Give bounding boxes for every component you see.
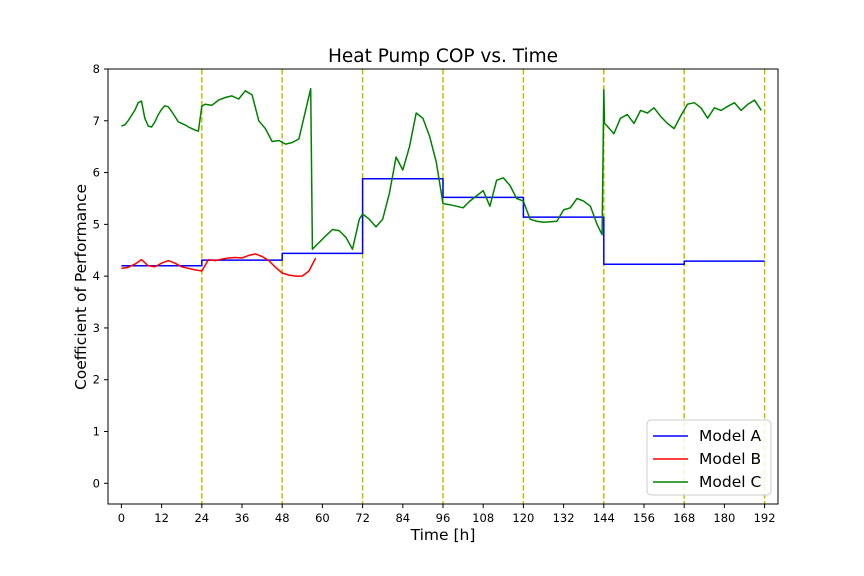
y-tick-label: 6 (93, 166, 100, 180)
legend-label-model-a: Model A (699, 427, 761, 445)
series-line-model-c (121, 87, 762, 250)
y-tick-label: 1 (93, 425, 100, 439)
x-tick-label: 12 (154, 511, 169, 525)
x-tick-label: 60 (315, 511, 330, 525)
x-axis-label: Time [h] (410, 526, 476, 544)
y-tick-label: 8 (93, 62, 100, 76)
x-tick-label: 108 (472, 511, 494, 525)
y-tick-label: 4 (93, 269, 100, 283)
x-tick-label: 168 (673, 511, 695, 525)
x-tick-label: 24 (194, 511, 209, 525)
x-tick-label: 132 (553, 511, 575, 525)
y-tick-label: 7 (93, 114, 100, 128)
x-axis-ticks: 0 12 24 36 48 60 72 84 96 108 120 132 144 156 168 180 19… (118, 504, 776, 525)
x-tick-label: 72 (355, 511, 370, 525)
x-tick-label: 144 (593, 511, 615, 525)
legend: Model A Model B Model C (646, 419, 772, 496)
x-tick-label: 192 (754, 511, 776, 525)
x-tick-label: 0 (118, 511, 125, 525)
legend-box (646, 419, 772, 496)
x-tick-label: 96 (436, 511, 451, 525)
x-tick-label: 120 (512, 511, 534, 525)
y-tick-label: 2 (93, 373, 100, 387)
y-axis-ticks: 0 1 2 3 4 5 6 7 8 (93, 62, 108, 490)
x-tick-label: 36 (235, 511, 250, 525)
y-tick-label: 3 (93, 321, 100, 335)
y-tick-label: 5 (93, 217, 100, 231)
legend-label-model-c: Model C (699, 473, 761, 491)
chart-title: Heat Pump COP vs. Time (328, 46, 558, 67)
x-tick-label: 48 (275, 511, 290, 525)
y-tick-label: 0 (93, 476, 100, 490)
legend-label-model-b: Model B (699, 450, 761, 468)
series-lines (121, 87, 765, 277)
x-tick-label: 180 (713, 511, 735, 525)
x-tick-label: 84 (395, 511, 410, 525)
y-axis-label: Coefficient of Performance (72, 184, 90, 390)
x-tick-label: 156 (633, 511, 655, 525)
series-line-model-b (121, 253, 317, 277)
series-line-model-a (121, 178, 765, 267)
